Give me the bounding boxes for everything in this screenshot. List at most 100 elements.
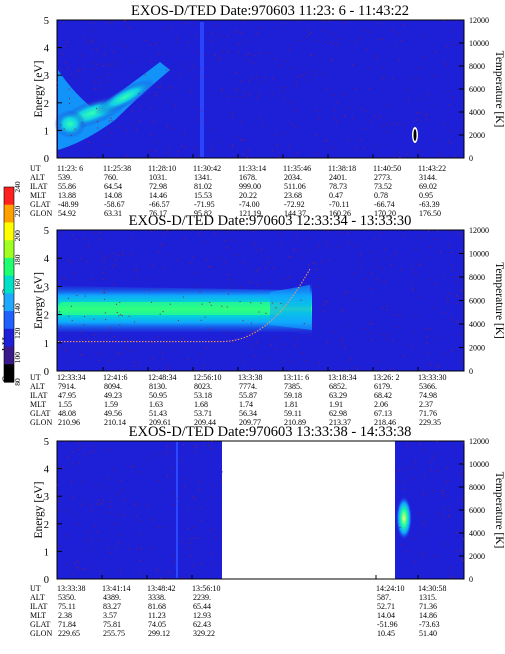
noise-dot <box>155 43 157 44</box>
y-tick-label: 3 <box>44 71 49 82</box>
y2-tick-label: 0 <box>469 154 473 163</box>
noise-dot <box>72 451 73 453</box>
table-cell: 539. <box>58 173 72 182</box>
noise-dot <box>455 532 457 533</box>
noise-dot <box>455 281 457 283</box>
noise-dot <box>196 285 198 287</box>
noise-dot <box>200 319 202 321</box>
noise-dot <box>283 343 285 345</box>
noise-dot <box>259 52 261 54</box>
colorbar-tick-label: 120 <box>13 327 22 339</box>
noise-dot <box>256 250 258 252</box>
noise-dot <box>85 540 87 542</box>
noise-dot <box>66 347 68 349</box>
noise-dot <box>305 36 307 38</box>
noise-dot <box>103 261 105 263</box>
noise-dot <box>105 487 107 489</box>
noise-dot <box>154 95 156 96</box>
table-cell: 11:30:42 <box>193 164 221 173</box>
noise-dot <box>271 302 273 304</box>
noise-dot <box>427 336 428 338</box>
table-cell: 72.98 <box>149 182 167 191</box>
noise-dot <box>69 362 71 364</box>
noise-dot <box>448 244 450 246</box>
noise-dot <box>437 364 439 366</box>
table-cell: 144.37 <box>284 209 306 218</box>
row-label: ILAT <box>30 391 47 400</box>
noise-dot <box>188 69 190 71</box>
noise-dot <box>443 508 445 510</box>
noise-dot <box>97 127 99 129</box>
noise-dot <box>110 255 112 257</box>
noise-dot <box>116 65 118 67</box>
table-cell: 56.34 <box>239 409 257 418</box>
noise-dot <box>131 237 133 239</box>
noise-dot <box>100 252 102 254</box>
noise-dot <box>448 514 450 516</box>
noise-dot <box>96 63 97 65</box>
noise-dot <box>157 86 159 88</box>
noise-dot <box>459 232 461 234</box>
noise-dot <box>287 45 289 47</box>
noise-dot <box>252 282 254 284</box>
noise-dot <box>356 299 358 301</box>
y-tick-label: 4 <box>44 44 50 55</box>
noise-dot <box>210 447 211 449</box>
noise-dot <box>164 453 166 455</box>
noise-dot <box>195 445 197 447</box>
noise-dot <box>275 58 277 60</box>
noise-dot <box>89 147 91 149</box>
noise-dot <box>305 360 307 362</box>
noise-dot <box>105 62 107 64</box>
noise-dot <box>227 95 229 97</box>
noise-dot <box>113 253 115 254</box>
y-tick-label: 4 <box>44 465 50 476</box>
table-cell: 14.08 <box>104 191 122 200</box>
y-tick-label: 2 <box>44 99 49 110</box>
noise-dot <box>255 269 257 271</box>
noise-dot <box>386 123 388 125</box>
noise-dot <box>300 257 302 259</box>
noise-dot <box>400 269 402 271</box>
noise-dot <box>90 22 92 24</box>
noise-dot <box>67 260 69 261</box>
noise-dot <box>412 289 414 291</box>
noise-dot <box>451 317 452 319</box>
y-tick-label: 1 <box>44 126 49 137</box>
noise-dot <box>184 238 186 240</box>
colorbar-swatch <box>4 346 14 365</box>
table-cell: 65.44 <box>193 602 211 611</box>
noise-dot <box>323 21 325 23</box>
noise-dot <box>98 353 100 355</box>
noise-dot <box>426 257 428 259</box>
noise-dot <box>105 256 107 258</box>
noise-dot <box>437 453 439 455</box>
noise-dot <box>243 262 245 264</box>
noise-dot <box>149 290 150 291</box>
noise-dot <box>399 33 401 34</box>
noise-dot <box>444 543 446 545</box>
noise-dot <box>451 265 453 267</box>
noise-dot <box>462 559 464 561</box>
noise-dot <box>92 49 94 50</box>
noise-dot <box>111 119 113 121</box>
noise-dot <box>69 261 71 263</box>
noise-dot <box>445 482 447 484</box>
table-cell: 760. <box>104 173 118 182</box>
noise-dot <box>272 267 274 269</box>
noise-dot <box>433 306 435 308</box>
noise-dot <box>421 56 423 58</box>
table-cell: 13.88 <box>58 191 76 200</box>
noise-dot <box>450 130 452 132</box>
noise-dot <box>247 339 249 341</box>
noise-dot <box>373 359 375 361</box>
noise-dot <box>96 121 98 122</box>
noise-dot <box>168 369 170 371</box>
noise-dot <box>150 44 152 46</box>
noise-dot <box>205 241 207 243</box>
noise-dot <box>334 109 336 111</box>
table-cell: 78.73 <box>329 182 347 191</box>
noise-dot <box>154 119 156 121</box>
y2-tick-label: 2000 <box>469 131 485 140</box>
noise-dot <box>326 300 328 302</box>
